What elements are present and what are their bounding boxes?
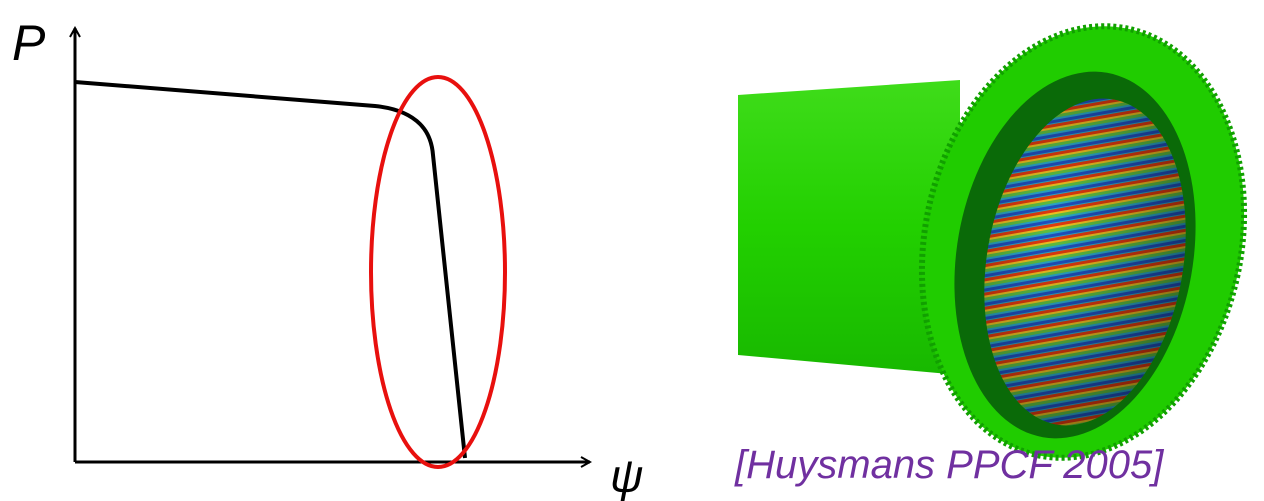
- citation: [Huysmans PPCF 2005]: [734, 443, 1164, 487]
- x-axis-label: ψ: [610, 450, 643, 501]
- simulation-render: [738, 0, 1264, 488]
- page: P ψ [Huysmans PPCF 2005] (() => { const …: [0, 0, 1264, 501]
- y-axis-label: P: [12, 15, 46, 71]
- pressure-profile: [75, 82, 465, 458]
- edge-highlight: [371, 77, 505, 467]
- slide: P ψ [Huysmans PPCF 2005]: [0, 0, 1264, 501]
